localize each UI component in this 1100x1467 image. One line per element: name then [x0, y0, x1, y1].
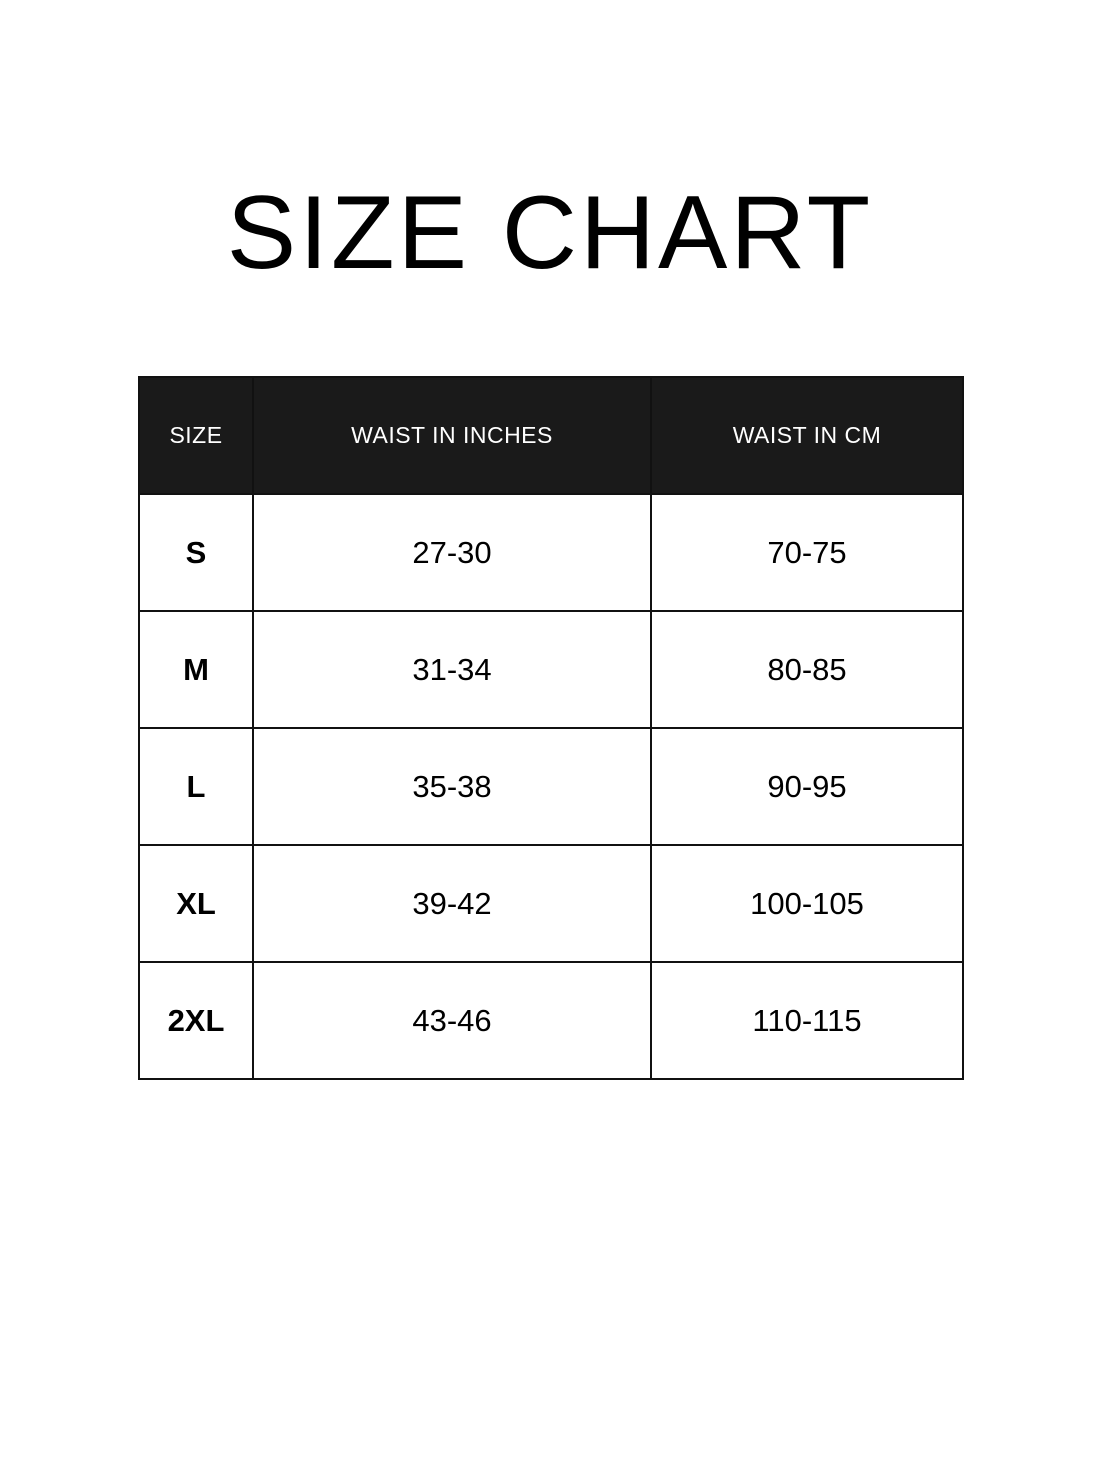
header-waist-inches: WAIST IN INCHES [252, 376, 652, 495]
waist-inches-cell: 39-42 [252, 844, 652, 963]
waist-cm-cell: 100-105 [650, 844, 964, 963]
size-cell: M [138, 610, 254, 729]
size-cell: 2XL [138, 961, 254, 1080]
waist-inches-cell: 31-34 [252, 610, 652, 729]
page-title: SIZE CHART [226, 175, 874, 291]
waist-cm-cell: 80-85 [650, 610, 964, 729]
size-chart-table: SIZE WAIST IN INCHES WAIST IN CM S 27-30 7… [138, 376, 964, 1080]
waist-inches-cell: 43-46 [252, 961, 652, 1080]
table-row: 2XL 43-46 110-115 [138, 961, 964, 1080]
waist-cm-cell: 110-115 [650, 961, 964, 1080]
table-row: S 27-30 70-75 [138, 493, 964, 612]
table-header-row: SIZE WAIST IN INCHES WAIST IN CM [138, 376, 964, 495]
waist-inches-cell: 35-38 [252, 727, 652, 846]
size-cell: XL [138, 844, 254, 963]
table-row: M 31-34 80-85 [138, 610, 964, 729]
waist-cm-cell: 90-95 [650, 727, 964, 846]
waist-cm-cell: 70-75 [650, 493, 964, 612]
table-row: XL 39-42 100-105 [138, 844, 964, 963]
header-waist-cm: WAIST IN CM [650, 376, 964, 495]
waist-inches-cell: 27-30 [252, 493, 652, 612]
table-row: L 35-38 90-95 [138, 727, 964, 846]
size-cell: S [138, 493, 254, 612]
size-cell: L [138, 727, 254, 846]
header-size: SIZE [138, 376, 254, 495]
